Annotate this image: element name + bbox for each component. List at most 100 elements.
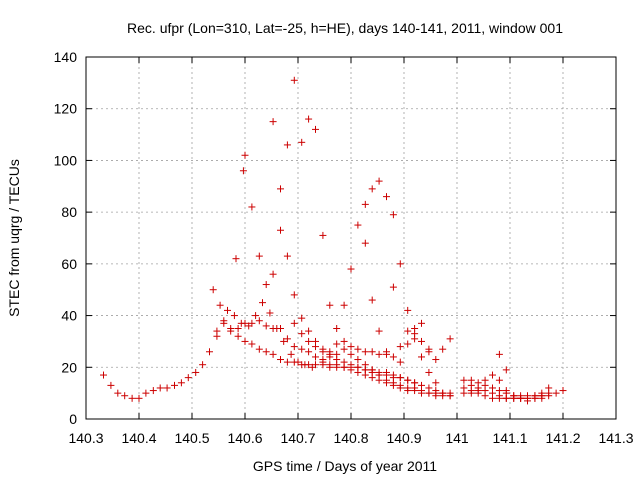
axis-ticks: 140.3 140.4 140.5 140.6 140.7 140.8 140.9 141 14…	[54, 49, 634, 446]
data-point	[368, 366, 376, 374]
data-point	[396, 260, 404, 268]
data-point	[234, 325, 242, 332]
data-point	[383, 348, 391, 356]
data-point	[269, 270, 277, 278]
data-point	[432, 356, 440, 364]
data-point	[262, 322, 270, 330]
x-tick-label: 141.3	[598, 430, 633, 446]
data-point	[283, 252, 291, 260]
data-point	[262, 348, 270, 356]
data-point	[368, 374, 376, 382]
data-point	[121, 392, 129, 400]
data-point	[192, 368, 200, 376]
y-tick-label: 40	[61, 308, 77, 324]
data-point	[375, 177, 383, 185]
data-point	[273, 325, 281, 332]
data-point	[383, 193, 391, 201]
x-tick-label: 140.4	[121, 430, 156, 446]
data-point	[502, 387, 510, 395]
y-tick-label: 140	[54, 49, 78, 65]
data-point	[241, 337, 249, 345]
data-point	[411, 335, 419, 343]
data-point	[347, 350, 355, 358]
data-point	[531, 394, 539, 402]
data-point	[347, 265, 355, 273]
data-point	[241, 151, 249, 159]
data-point	[368, 296, 376, 304]
data-point	[266, 309, 274, 317]
data-point	[517, 394, 525, 402]
data-point	[389, 381, 397, 389]
data-point	[425, 389, 433, 397]
grid-lines	[86, 57, 616, 419]
y-tick-label: 120	[54, 101, 78, 117]
data-point	[114, 389, 122, 397]
data-point	[417, 319, 425, 327]
data-point	[237, 319, 245, 327]
data-point	[199, 361, 207, 369]
data-point	[301, 361, 309, 369]
data-point	[389, 211, 397, 219]
data-point	[135, 394, 143, 402]
x-tick-label: 140.7	[280, 430, 315, 446]
data-point	[460, 376, 468, 384]
data-point	[439, 345, 447, 353]
data-point	[333, 340, 341, 348]
data-point	[396, 358, 404, 366]
data-point	[432, 392, 440, 400]
data-point	[294, 358, 302, 366]
data-point	[319, 358, 327, 366]
data-point	[283, 358, 291, 366]
data-point	[216, 301, 224, 309]
data-point	[248, 340, 256, 348]
data-point	[347, 366, 355, 374]
data-point	[290, 291, 298, 299]
x-tick-label: 140.5	[174, 430, 209, 446]
data-point	[319, 231, 327, 239]
data-point	[417, 353, 425, 361]
data-point	[333, 361, 341, 369]
data-point	[495, 376, 503, 384]
data-point	[425, 368, 433, 376]
data-point	[290, 343, 298, 351]
data-point	[340, 301, 348, 309]
data-point	[375, 350, 383, 358]
data-point	[311, 343, 319, 351]
data-point	[311, 353, 319, 361]
data-point	[239, 167, 247, 175]
data-point	[213, 327, 221, 335]
data-point	[361, 371, 369, 379]
data-point	[283, 141, 291, 149]
data-point	[481, 387, 489, 395]
data-point	[446, 392, 454, 400]
data-point	[396, 384, 404, 392]
data-point	[510, 392, 518, 400]
data-point	[404, 306, 412, 314]
data-point	[305, 327, 313, 335]
data-point	[404, 327, 412, 335]
data-point	[552, 389, 560, 397]
data-point	[425, 345, 433, 353]
data-point	[446, 335, 454, 343]
data-point	[326, 301, 334, 309]
data-point	[340, 345, 348, 353]
data-point	[361, 239, 369, 247]
data-point	[354, 368, 362, 376]
data-point	[495, 392, 503, 400]
data-point	[460, 389, 468, 397]
data-point	[269, 118, 277, 126]
y-tick-label: 100	[54, 152, 78, 168]
x-tick-label: 141.2	[545, 430, 580, 446]
data-point	[311, 125, 319, 133]
data-point	[224, 306, 232, 314]
y-tick-label: 60	[61, 256, 77, 272]
data-point	[361, 361, 369, 369]
data-point	[389, 353, 397, 361]
data-point	[396, 374, 404, 382]
x-tick-label: 141.1	[492, 430, 527, 446]
data-point	[277, 356, 285, 364]
data-point	[361, 348, 369, 356]
data-point	[375, 327, 383, 335]
x-tick-label: 140.8	[333, 430, 368, 446]
